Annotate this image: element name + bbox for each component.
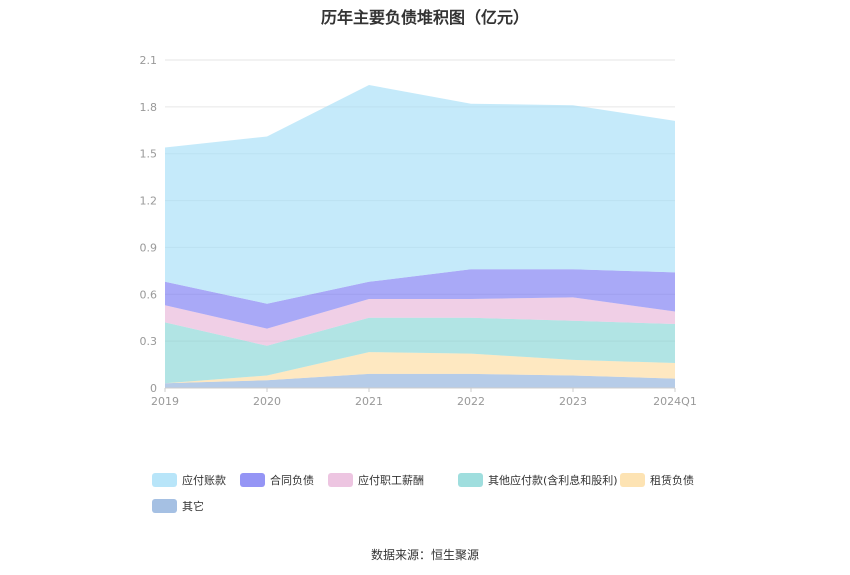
legend-label: 其他应付款(含利息和股利) [488,474,618,487]
area-series-4[interactable] [165,269,675,329]
x-tick-label: 2023 [559,395,587,408]
stacked-area-chart: 0 0.3 0.6 0.9 1.2 1.5 1.8 2.1 2019 2020 2021 2022 20… [140,54,697,408]
y-tick-label: 1.8 [140,101,158,114]
area-series-0[interactable] [165,373,675,388]
legend-label: 应付账款 [182,474,226,487]
x-tick-label: 2024Q1 [653,395,697,408]
legend-swatch [620,473,645,487]
x-tick-label: 2022 [457,395,485,408]
area-series [165,85,675,388]
legend-label: 应付职工薪酬 [358,474,424,487]
y-tick-label: 0.6 [140,288,158,301]
y-tick-label: 1.2 [140,195,158,208]
chart-title: 历年主要负债堆积图（亿元） [320,8,529,27]
legend-swatch [152,473,177,487]
legend-item[interactable]: 合同负债 [240,472,314,488]
area-series-3[interactable] [165,297,675,346]
legend-swatch [240,473,265,487]
legend-item[interactable]: 租赁负债 [620,472,694,488]
area-series-1[interactable] [165,352,675,384]
y-tick-label: 2.1 [140,54,158,67]
y-tick-label: 0.9 [140,241,158,254]
legend-label: 合同负债 [270,474,314,487]
y-tick-label: 1.5 [140,148,158,161]
x-tick-label: 2020 [253,395,281,408]
legend-item[interactable]: 其它 [152,498,204,514]
legend-item[interactable]: 其他应付款(含利息和股利) [458,472,618,488]
axes: 0 0.3 0.6 0.9 1.2 1.5 1.8 2.1 2019 2020 2021 2022 20… [140,54,697,408]
x-tick-label: 2019 [151,395,179,408]
legend-swatch [458,473,483,487]
legend-label: 其它 [182,500,204,513]
legend-swatch [152,499,177,513]
legend-label: 租赁负债 [650,474,694,487]
legend-item[interactable]: 应付账款 [152,472,226,488]
area-series-2[interactable] [165,317,675,384]
data-source: 数据来源：恒生聚源 [370,548,479,562]
y-tick-label: 0.3 [140,335,158,348]
y-tick-label: 0 [150,382,157,395]
area-series-5[interactable] [165,85,675,304]
legend-swatch [328,473,353,487]
x-tick-label: 2021 [355,395,383,408]
legend-item[interactable]: 应付职工薪酬 [328,472,424,488]
